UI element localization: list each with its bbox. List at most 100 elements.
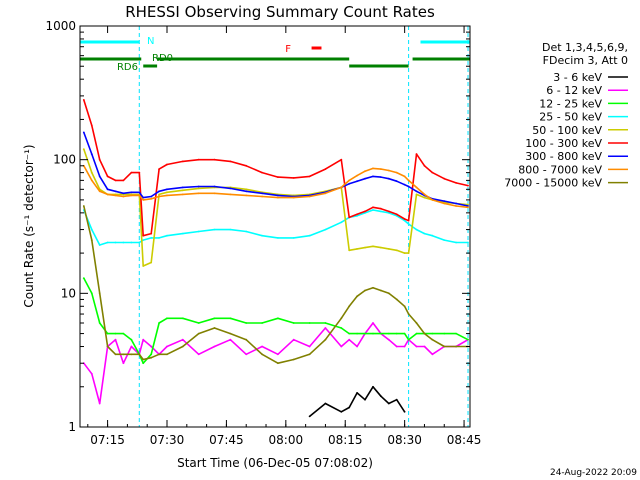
flag-bar-label-n: N (147, 36, 154, 47)
data-point (356, 345, 358, 348)
data-point (387, 402, 390, 405)
data-point (380, 207, 382, 210)
data-point (403, 219, 406, 222)
legend-item-3: 25 - 50 keV (539, 111, 628, 124)
data-point (340, 327, 343, 329)
legend: Det 1,3,4,5,6,9, FDecim 3, Att 0 3 - 6 k… (504, 41, 628, 190)
data-point (387, 177, 390, 180)
data-point (431, 234, 434, 237)
data-point (348, 179, 351, 182)
generation-timestamp: 24-Aug-2022 20:09 (550, 468, 637, 478)
data-point (380, 289, 382, 292)
data-point (245, 230, 248, 233)
data-point (229, 187, 232, 190)
data-point (277, 196, 279, 199)
data-point (114, 353, 117, 356)
data-point (372, 385, 374, 388)
data-point (245, 322, 248, 324)
data-point (340, 317, 343, 320)
data-point (197, 322, 200, 324)
data-point (455, 205, 457, 207)
data-point (395, 345, 398, 348)
data-point (348, 216, 351, 219)
data-point (277, 317, 279, 320)
data-point (90, 124, 93, 127)
data-point (467, 206, 469, 209)
data-point (130, 241, 133, 244)
data-point (403, 252, 406, 255)
data-point (197, 230, 200, 233)
data-point (407, 219, 410, 222)
data-point (213, 345, 216, 348)
data-point (122, 195, 125, 198)
data-point (348, 305, 351, 308)
data-point (455, 202, 457, 205)
data-point (138, 353, 141, 356)
data-point (82, 148, 85, 151)
data-point (261, 192, 263, 195)
data-point (142, 196, 145, 199)
series-line-7-0 (83, 165, 469, 209)
data-point (364, 170, 366, 173)
data-point (308, 353, 311, 356)
series-2 (82, 277, 469, 365)
data-point (90, 292, 93, 295)
data-point (181, 317, 184, 320)
data-point (348, 249, 351, 252)
data-point (467, 184, 469, 187)
data-point (395, 398, 398, 401)
data-point (245, 190, 248, 193)
data-point (387, 212, 390, 214)
legend-label: 300 - 800 keV (525, 150, 602, 163)
data-point (122, 353, 125, 356)
data-point (114, 190, 117, 193)
data-point (415, 228, 418, 231)
data-point (245, 353, 248, 356)
data-point (166, 188, 168, 191)
data-point (324, 338, 327, 341)
legend-label: 6 - 12 keV (546, 84, 602, 97)
data-point (356, 332, 358, 335)
data-point (90, 179, 93, 182)
data-point (98, 190, 101, 193)
y-tick-label: 1000 (45, 19, 76, 33)
flag-bar-label-rd0: RD0 (152, 53, 173, 64)
data-point (403, 332, 406, 335)
data-point (166, 345, 168, 348)
data-point (261, 171, 263, 174)
data-point (356, 295, 358, 298)
data-point (181, 232, 184, 235)
data-point (213, 185, 216, 188)
plot-frame (79, 25, 471, 428)
data-point (158, 195, 161, 198)
data-point (166, 163, 168, 166)
data-point (380, 168, 382, 171)
data-point (443, 332, 446, 335)
data-point (407, 179, 410, 182)
series-0 (308, 385, 406, 418)
series-6 (82, 131, 469, 207)
data-point (356, 180, 358, 183)
data-point (407, 252, 410, 255)
data-point (387, 332, 390, 335)
data-point (158, 193, 161, 196)
y-tick-label: 10 (61, 286, 76, 300)
x-tick-label: 07:30 (150, 433, 185, 447)
series-line-1-0 (83, 322, 469, 405)
data-point (138, 241, 141, 244)
data-point (150, 237, 153, 239)
data-point (364, 332, 366, 335)
y-axis: 1 10 100 1000 (45, 19, 470, 434)
data-point (364, 212, 366, 214)
data-point (403, 183, 406, 186)
data-point (364, 177, 366, 180)
data-point (380, 210, 382, 213)
legend-item-6: 300 - 800 keV (525, 150, 628, 163)
data-point (415, 345, 418, 348)
data-point (380, 246, 382, 249)
data-point (142, 234, 145, 237)
data-point (415, 332, 418, 335)
data-point (90, 228, 93, 231)
legend-item-1: 6 - 12 keV (546, 84, 628, 97)
